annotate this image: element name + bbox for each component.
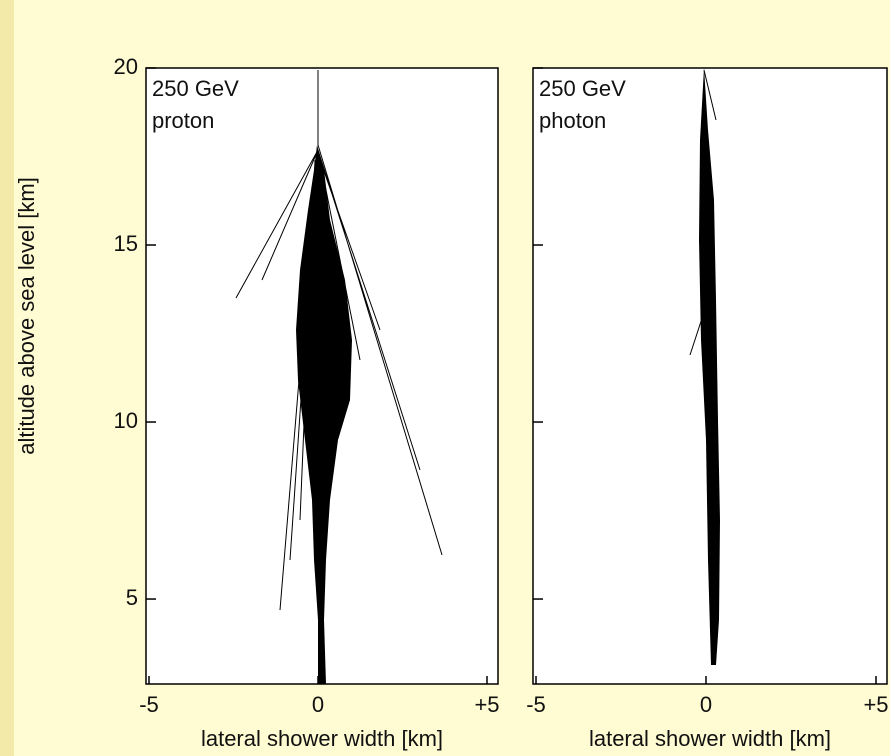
annotation: proton	[152, 108, 214, 133]
y-axis-label: altitude above sea level [km]	[14, 177, 39, 455]
x-tick-label: 0	[700, 692, 712, 717]
x-tick-label: -5	[139, 692, 159, 717]
y-tick-label: 10	[114, 408, 138, 433]
annotation: photon	[539, 108, 606, 133]
proton-shower	[235, 70, 443, 684]
annotation: 250 GeV	[152, 76, 239, 101]
panels: 5 10 15 20 -5 0 +5 250 GeV proton lateral shower …	[14, 54, 889, 751]
x-tick-label: 0	[312, 692, 324, 717]
y-tick-label: 5	[126, 585, 138, 610]
y-tick-label: 20	[114, 54, 138, 79]
annotation: 250 GeV	[539, 76, 626, 101]
x-axis-label: lateral shower width [km]	[201, 726, 443, 751]
x-axis-label: lateral shower width [km]	[589, 726, 831, 751]
x-tick-label: -5	[526, 692, 546, 717]
x-tick-label: +5	[474, 692, 499, 717]
y-tick-label: 15	[114, 231, 138, 256]
x-tick-label: +5	[863, 692, 888, 717]
slide-edge	[0, 0, 14, 756]
photon-shower	[689, 68, 720, 665]
